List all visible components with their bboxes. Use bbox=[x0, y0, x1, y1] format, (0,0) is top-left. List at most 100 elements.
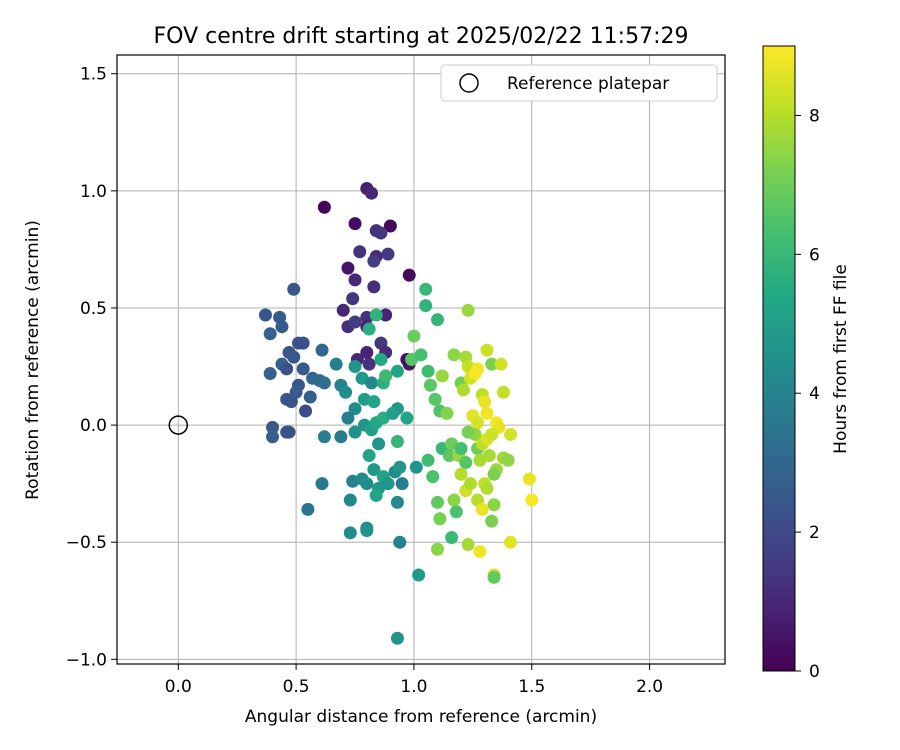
y-tick-label: −0.5 bbox=[66, 533, 107, 553]
scatter-point bbox=[442, 449, 456, 463]
colorbar-gradient bbox=[762, 45, 796, 672]
scatter-point bbox=[367, 395, 381, 409]
scatter-point bbox=[485, 514, 499, 528]
scatter-point bbox=[266, 430, 280, 444]
x-tick-label: 2.0 bbox=[636, 677, 663, 697]
legend: Reference platepar bbox=[440, 64, 718, 102]
scatter-point bbox=[423, 378, 437, 392]
colorbar-tick-label: 8 bbox=[809, 106, 820, 126]
scatter-point bbox=[393, 460, 407, 474]
scatter-point bbox=[263, 327, 277, 341]
scatter-point bbox=[478, 395, 492, 409]
scatter-point bbox=[381, 247, 395, 261]
colorbar-label: Hours from first FF file bbox=[831, 264, 851, 454]
scatter-point bbox=[456, 383, 470, 397]
scatter-point bbox=[447, 348, 461, 362]
scatter-point bbox=[348, 360, 362, 374]
scatter-point bbox=[395, 477, 409, 491]
plot-frame bbox=[116, 54, 726, 665]
scatter-point bbox=[334, 430, 348, 444]
scatter-point bbox=[445, 531, 459, 545]
scatter-point bbox=[407, 329, 421, 343]
scatter-point bbox=[362, 449, 376, 463]
scatter-point bbox=[299, 404, 313, 418]
scatter-point bbox=[461, 303, 475, 317]
scatter-point bbox=[341, 411, 355, 425]
scatter-point bbox=[367, 463, 381, 477]
scatter-point bbox=[365, 376, 379, 390]
scatter-point bbox=[379, 308, 393, 322]
y-tick-label: 0.5 bbox=[80, 299, 107, 319]
scatter-point bbox=[362, 357, 376, 371]
scatter-point bbox=[348, 402, 362, 416]
scatter-point bbox=[336, 303, 350, 317]
scatter-point bbox=[273, 310, 287, 324]
scatter-point bbox=[414, 348, 428, 362]
colorbar: 0 2 4 6 8 Hours from first FF file bbox=[762, 45, 851, 682]
scatter-point bbox=[369, 488, 383, 502]
scatter-point bbox=[280, 362, 294, 376]
scatter-point bbox=[421, 364, 435, 378]
scatter-point bbox=[355, 472, 369, 486]
scatter-point bbox=[475, 502, 489, 516]
x-tick-label: 1.0 bbox=[400, 677, 427, 697]
scatter-point bbox=[504, 427, 518, 441]
scatter-point bbox=[296, 362, 310, 376]
scatter-point bbox=[284, 395, 298, 409]
colorbar-ticks: 0 2 4 6 8 bbox=[795, 106, 820, 682]
y-tick-label: 0.0 bbox=[80, 416, 107, 436]
scatter-point bbox=[348, 217, 362, 231]
scatter-point bbox=[461, 425, 475, 439]
scatter-point bbox=[315, 343, 329, 357]
scatter-point bbox=[487, 467, 501, 481]
scatter-point bbox=[430, 495, 444, 509]
scatter-point bbox=[296, 336, 310, 350]
y-axis-label: Rotation from reference (arcmin) bbox=[23, 220, 43, 500]
scatter-point bbox=[409, 460, 423, 474]
scatter-point bbox=[343, 493, 357, 507]
scatter-point bbox=[426, 470, 440, 484]
scatter-point bbox=[400, 411, 414, 425]
legend-open-circle-icon bbox=[459, 73, 479, 93]
scatter-point bbox=[522, 472, 536, 486]
scatter-point bbox=[419, 282, 433, 296]
colorbar-tick-label: 6 bbox=[809, 245, 820, 265]
scatter-point bbox=[496, 385, 510, 399]
colorbar-tick-label: 0 bbox=[809, 662, 820, 682]
scatter-point bbox=[487, 498, 501, 512]
scatter-point bbox=[480, 343, 494, 357]
scatter-point bbox=[341, 261, 355, 275]
scatter-point bbox=[266, 420, 280, 434]
scatter-point bbox=[374, 353, 388, 366]
scatter-point bbox=[454, 442, 468, 456]
scatter-point bbox=[258, 308, 272, 322]
scatter-point bbox=[393, 535, 407, 549]
scatter-point bbox=[317, 200, 331, 214]
scatter-point bbox=[379, 369, 393, 383]
y-tick-label: −1.0 bbox=[66, 650, 107, 670]
scatter-point bbox=[348, 315, 362, 329]
scatter-point bbox=[390, 631, 404, 645]
scatter-point bbox=[501, 453, 515, 467]
scatter-point bbox=[421, 453, 435, 467]
scatter-point bbox=[461, 538, 475, 552]
scatter-point bbox=[383, 219, 397, 233]
scatter-point bbox=[369, 308, 383, 322]
scatter-point bbox=[454, 467, 468, 481]
scatter-point bbox=[353, 245, 367, 259]
scatter-point bbox=[360, 523, 374, 537]
scatter-point bbox=[317, 430, 331, 444]
scatter-point bbox=[430, 313, 444, 327]
scatter-point bbox=[430, 542, 444, 556]
x-tick-label: 0.5 bbox=[283, 677, 310, 697]
chart-title: FOV centre drift starting at 2025/02/22 … bbox=[154, 24, 689, 49]
scatter-point bbox=[317, 376, 331, 390]
scatter-point bbox=[303, 390, 317, 404]
scatter-point bbox=[402, 268, 416, 282]
scatter-point bbox=[348, 273, 362, 287]
scatter-point bbox=[435, 369, 449, 383]
legend-entry-reference-platepar: Reference platepar bbox=[507, 74, 669, 94]
scatter-point bbox=[374, 226, 388, 240]
scatter-point bbox=[346, 292, 360, 306]
